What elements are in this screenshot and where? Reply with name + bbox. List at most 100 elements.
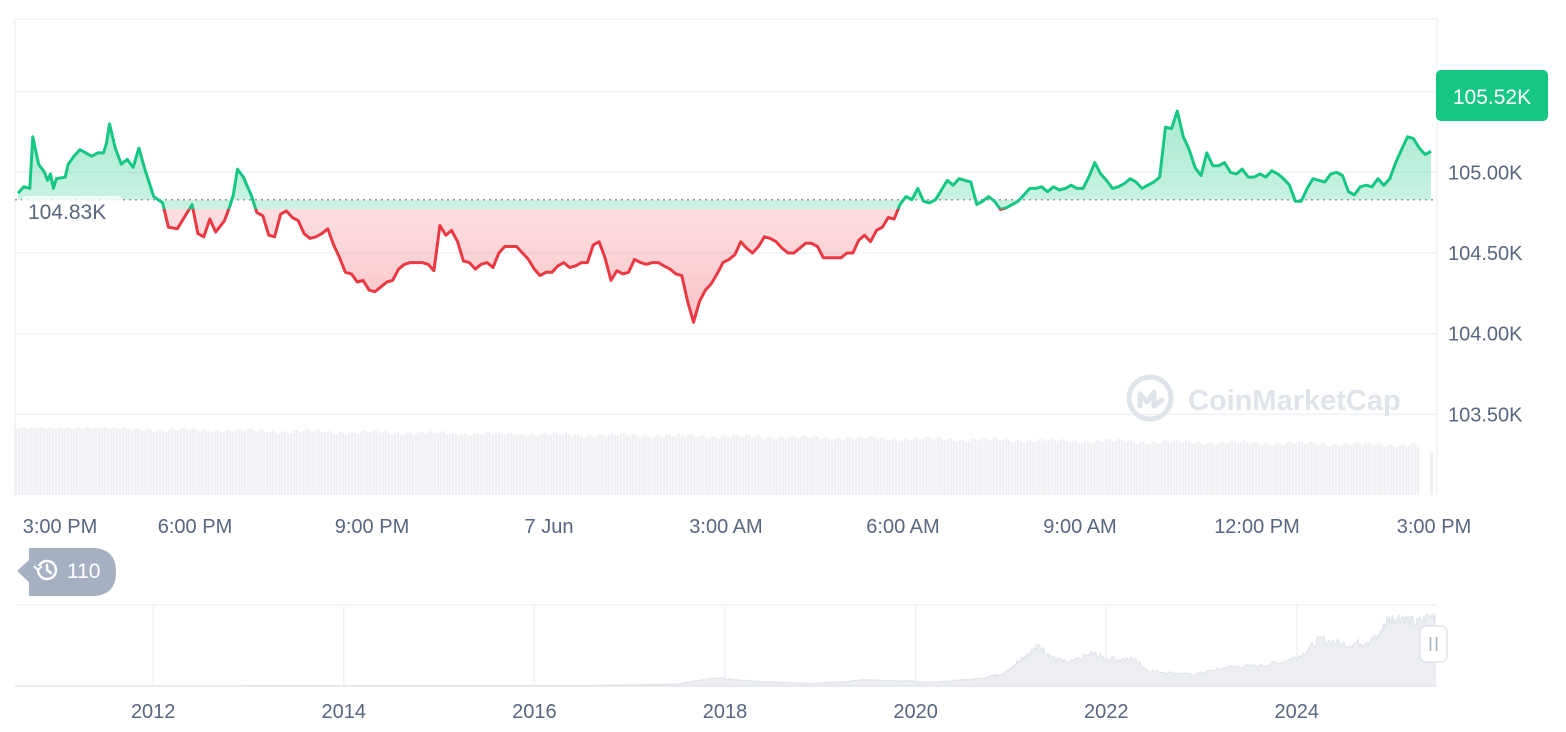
- navigator-handle[interactable]: [1419, 625, 1448, 663]
- volume-bar: [967, 441, 971, 495]
- volume-bar: [748, 435, 751, 495]
- volume-bar: [662, 437, 665, 495]
- volume-bar: [268, 432, 271, 495]
- volume-bar: [500, 433, 504, 495]
- volume-bar: [234, 430, 238, 495]
- volume-bar: [396, 432, 400, 495]
- volume-bar: [1151, 441, 1154, 495]
- volume-bar: [1413, 443, 1417, 495]
- volume-bar: [1273, 444, 1276, 495]
- volume-bar: [708, 438, 711, 495]
- volume-bar: [922, 439, 925, 495]
- navigator[interactable]: 2012 2014 2016 2018 2020 2022 2024: [15, 604, 1448, 723]
- volume-bar: [1193, 443, 1197, 495]
- volume-bar: [946, 439, 950, 495]
- volume-bar: [332, 433, 336, 495]
- volume-bar: [311, 431, 314, 495]
- volume-bar: [1172, 440, 1176, 495]
- volume-bar: [387, 432, 391, 495]
- volume-bar: [586, 435, 589, 495]
- volume-bar: [66, 427, 70, 495]
- volume-bar: [1126, 441, 1130, 495]
- volume-bar: [1105, 439, 1108, 495]
- volume-bar: [1190, 443, 1194, 495]
- volume-bar: [341, 432, 345, 495]
- volume-bar: [112, 427, 116, 495]
- volume-bar: [714, 437, 717, 495]
- y-tick-label: 104.00K: [1448, 324, 1523, 346]
- volume-bar: [876, 439, 879, 495]
- volume-bar: [744, 434, 748, 495]
- volume-bar: [347, 432, 351, 495]
- volume-bar: [1047, 439, 1050, 495]
- volume-bar: [1132, 442, 1136, 495]
- volume-bar: [296, 430, 299, 495]
- volume-bar: [393, 432, 397, 495]
- volume-bar: [885, 439, 888, 495]
- volume-bar: [638, 437, 641, 495]
- volume-bar: [100, 428, 103, 495]
- volume-bar: [1148, 443, 1151, 495]
- volume-bar: [793, 436, 797, 495]
- volume-bar: [1331, 444, 1334, 495]
- volume-bar: [1401, 444, 1405, 495]
- volume-bar: [1184, 440, 1188, 495]
- volume-bar: [1340, 445, 1344, 495]
- volume-bar: [494, 432, 497, 495]
- volume-bar: [1065, 441, 1069, 495]
- volume-bar: [1337, 446, 1340, 495]
- volume-bar: [870, 435, 873, 495]
- volume-bar: [323, 432, 326, 495]
- volume-bar: [1334, 444, 1337, 495]
- volume-bar: [1175, 439, 1179, 495]
- volume-bar: [219, 432, 223, 495]
- volume-bar: [476, 432, 479, 495]
- volume-bar: [1377, 443, 1380, 495]
- volume-bar: [1117, 438, 1121, 495]
- volume-bar: [647, 436, 650, 495]
- price-line: [16, 109, 1432, 324]
- volume-bar: [292, 430, 296, 495]
- volume-bar: [1212, 444, 1215, 495]
- volume-bar: [1074, 440, 1078, 495]
- baseline-label: 104.83K: [28, 201, 106, 224]
- volume-bar: [1096, 439, 1099, 495]
- volume-bar: [1010, 442, 1014, 495]
- volume-bar: [992, 437, 995, 495]
- volume-bar: [690, 434, 693, 495]
- volume-bar: [543, 432, 546, 495]
- volume-bar: [522, 434, 525, 495]
- volume-bar: [33, 428, 36, 495]
- volume-bar: [769, 436, 772, 495]
- volume-bar: [952, 440, 956, 495]
- volume-bar: [1084, 440, 1087, 495]
- volume-bar: [161, 430, 165, 495]
- volume-bar: [366, 432, 369, 495]
- volume-bar: [121, 427, 125, 495]
- volume-bar: [1383, 446, 1386, 495]
- y-tick-label: 104.50K: [1448, 243, 1523, 265]
- volume-bar: [525, 436, 528, 495]
- volume-bar: [274, 432, 278, 495]
- volume-bar: [1166, 441, 1169, 495]
- volume-bar: [1310, 441, 1313, 495]
- volume-bar: [824, 436, 827, 495]
- current-price-tag[interactable]: 105.52K: [1436, 70, 1548, 121]
- volume-bar: [631, 433, 635, 495]
- y-axis: 105.00K 104.50K 104.00K 103.50K: [1448, 162, 1523, 426]
- volume-bar: [1389, 444, 1392, 495]
- volume-bar: [549, 434, 552, 495]
- volume-bar: [1197, 441, 1200, 495]
- volume-bar: [399, 434, 403, 495]
- volume-bar: [1129, 440, 1133, 495]
- volume-bar: [1355, 441, 1359, 495]
- volume-bar: [418, 431, 421, 495]
- history-badge[interactable]: 110: [17, 548, 116, 596]
- volume-bar: [250, 428, 253, 495]
- volume-bar: [1255, 442, 1258, 495]
- navigator-x-axis: 2012 2014 2016 2018 2020 2022 2024: [131, 701, 1319, 723]
- volume-bar: [1371, 444, 1374, 495]
- volume-bar: [430, 430, 433, 495]
- volume-bar: [1380, 444, 1383, 495]
- volume-bar: [659, 437, 662, 495]
